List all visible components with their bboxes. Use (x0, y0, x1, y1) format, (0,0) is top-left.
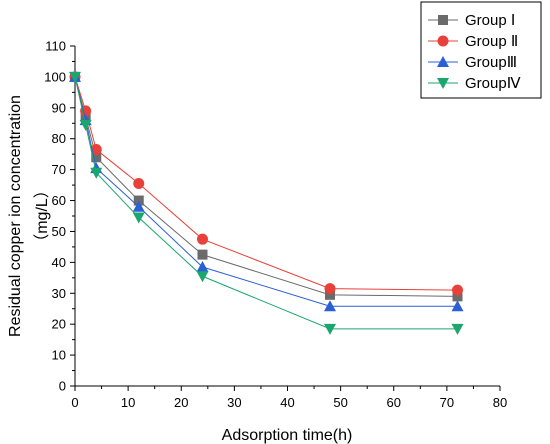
legend-label: Group Ⅱ (465, 33, 518, 50)
x-ticks: 0 10 20 30 40 50 60 70 80 (71, 386, 507, 410)
data-point (90, 167, 103, 179)
y-tick-label: 10 (52, 348, 66, 363)
legend-item: Group Ⅰ (428, 12, 515, 29)
series-4 (69, 71, 464, 335)
y-tick-label: 100 (44, 69, 66, 84)
data-point (197, 249, 208, 260)
x-tick-label: 50 (333, 395, 347, 410)
x-tick-label: 70 (440, 395, 454, 410)
y-tick-label: 50 (52, 224, 66, 239)
y-tick-label: 60 (52, 193, 66, 208)
x-tick-label: 20 (174, 395, 188, 410)
series-layer (69, 70, 464, 335)
y-ticks: 0 10 20 30 40 50 60 70 80 90 100 110 (44, 39, 75, 394)
data-point (452, 291, 463, 302)
legend-item: Group Ⅱ (428, 33, 518, 50)
data-point (324, 300, 336, 312)
series-1 (70, 71, 463, 302)
legend-marker (438, 15, 448, 25)
x-tick-label: 10 (121, 395, 135, 410)
legend-item: GroupⅣ (428, 75, 521, 92)
x-tick-label: 30 (227, 395, 241, 410)
data-point (325, 289, 335, 300)
series-line (74, 76, 458, 330)
legend-label: Group Ⅰ (465, 12, 515, 29)
data-point (324, 323, 336, 335)
data-point (133, 195, 144, 206)
data-point (79, 119, 92, 131)
data-point (451, 300, 464, 312)
y-tick-label: 20 (52, 317, 66, 332)
y-tick-label: 80 (52, 131, 66, 146)
x-tick-label: 60 (387, 395, 401, 410)
data-point (324, 283, 336, 295)
y-axis-title: Residual copper ion concentration （mg/L） (7, 95, 51, 337)
data-point (91, 152, 102, 163)
y-tick-label: 0 (59, 379, 66, 394)
y-tick-label: 40 (52, 255, 66, 270)
data-point (196, 261, 209, 272)
legend-marker (437, 35, 449, 47)
legend-label: GroupⅢ (465, 54, 517, 71)
legend-marker (437, 78, 449, 89)
data-point (133, 178, 145, 190)
x-tick-label: 40 (280, 395, 294, 410)
data-point (452, 284, 463, 296)
legend-marker (437, 56, 449, 67)
y-axis-title-line1: Residual copper ion concentration (7, 95, 24, 337)
data-point (196, 271, 209, 283)
legend-label: GroupⅣ (465, 75, 521, 92)
data-point (197, 233, 208, 245)
x-axis-title: Adsorption time(h) (222, 427, 353, 444)
y-axis-title-line2: （mg/L） (33, 182, 51, 250)
series-2 (69, 71, 463, 296)
data-point (69, 71, 81, 83)
data-point (90, 144, 102, 156)
data-point (132, 200, 145, 212)
y-tick-label: 30 (52, 286, 66, 301)
y-tick-label: 90 (52, 100, 66, 115)
y-tick-label: 70 (52, 162, 66, 177)
legend-item: GroupⅢ (428, 54, 517, 71)
data-point (451, 323, 464, 335)
data-point (132, 212, 145, 224)
x-tick-label: 0 (71, 395, 78, 410)
y-tick-label: 110 (45, 39, 66, 54)
legend: Group Ⅰ Group Ⅱ GroupⅢ GroupⅣ (420, 1, 542, 99)
series-line (74, 76, 458, 307)
series-line (74, 76, 458, 291)
x-tick-label: 80 (493, 395, 507, 410)
